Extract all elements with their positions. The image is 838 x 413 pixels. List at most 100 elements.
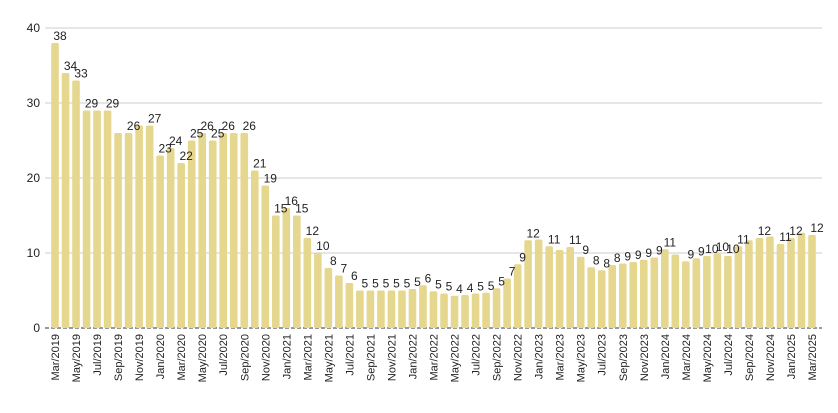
bar <box>219 133 228 328</box>
data-label: 19 <box>264 172 278 186</box>
x-tick-label: Jan/2023 <box>534 334 546 379</box>
data-label: 21 <box>253 157 267 171</box>
bar <box>124 133 133 328</box>
bar <box>282 208 291 328</box>
data-label: 25 <box>211 127 225 141</box>
data-label: 7 <box>509 265 516 279</box>
bar <box>366 290 375 328</box>
bar <box>82 110 91 328</box>
bar <box>503 278 511 328</box>
bar <box>419 285 427 328</box>
bar <box>450 295 459 328</box>
data-label: 5 <box>383 277 390 291</box>
data-label: 27 <box>148 112 162 126</box>
bar <box>797 232 806 328</box>
data-label: 12 <box>758 224 772 238</box>
data-label: 11 <box>569 233 582 247</box>
bar <box>345 283 354 328</box>
data-label: 12 <box>306 224 320 238</box>
data-label: 38 <box>53 29 67 43</box>
data-label: 34 <box>64 59 78 73</box>
bar <box>177 163 185 328</box>
bar <box>566 247 574 328</box>
data-label: 16 <box>285 194 299 208</box>
data-label: 9 <box>656 244 663 258</box>
data-label: 23 <box>158 142 172 156</box>
bar <box>713 253 722 328</box>
bar <box>156 155 164 328</box>
bar <box>293 215 301 328</box>
data-label: 10 <box>316 239 330 253</box>
y-tick-label: 0 <box>33 321 40 335</box>
data-label: 24 <box>169 134 183 148</box>
data-label: 6 <box>425 271 432 285</box>
bar <box>524 240 532 328</box>
y-tick-label: 20 <box>27 171 41 185</box>
data-label: 11 <box>664 235 677 249</box>
data-label: 12 <box>789 224 803 238</box>
x-tick-label: Mar/2023 <box>555 334 567 380</box>
bar <box>61 73 70 328</box>
data-label: 33 <box>74 67 88 81</box>
bar <box>166 148 175 328</box>
bar <box>639 259 648 328</box>
x-tick-label: Sep/2022 <box>492 334 504 381</box>
x-tick-label: Mar/2022 <box>429 334 441 380</box>
bar <box>776 244 785 328</box>
x-tick-label: May/2022 <box>450 334 462 382</box>
bar <box>650 257 659 328</box>
x-tick-label: Jan/2022 <box>407 334 419 379</box>
bar <box>250 170 259 328</box>
x-tick-label: Jul/2021 <box>344 334 356 376</box>
y-tick-label: 30 <box>27 96 41 110</box>
bar <box>597 270 606 328</box>
x-axis: Mar/2019 May/2019 Jul/2019 Sep/2019 Nov/2019… <box>50 334 819 382</box>
bar <box>671 254 680 328</box>
data-label: 10 <box>705 242 719 256</box>
bar <box>229 133 238 328</box>
x-tick-label: Nov/2019 <box>134 334 146 381</box>
bar <box>682 261 690 328</box>
bar <box>724 256 732 328</box>
data-label: 9 <box>624 250 631 264</box>
bar <box>587 267 596 328</box>
bar <box>534 239 543 328</box>
bar <box>187 140 196 328</box>
x-tick-label: Jul/2019 <box>92 334 104 376</box>
x-tick-label: May/2019 <box>71 334 83 382</box>
bar <box>51 43 59 328</box>
x-tick-label: Nov/2024 <box>765 334 777 381</box>
bar <box>103 110 112 328</box>
data-label: 5 <box>488 279 495 293</box>
bar <box>408 289 417 328</box>
x-tick-label: Jan/2020 <box>155 334 167 379</box>
bar <box>440 293 448 328</box>
data-label: 4 <box>456 282 463 296</box>
bar <box>618 263 627 328</box>
bar <box>692 258 701 328</box>
x-tick-label: Mar/2024 <box>681 334 693 380</box>
bar <box>335 275 343 328</box>
bar <box>745 240 753 328</box>
bar <box>492 288 501 328</box>
data-label: 9 <box>635 248 642 262</box>
bar <box>734 246 743 328</box>
data-label: 5 <box>362 277 369 291</box>
x-tick-label: Jan/2024 <box>660 334 672 379</box>
x-tick-label: May/2024 <box>702 334 714 382</box>
y-tick-label: 10 <box>27 246 41 260</box>
x-tick-label: Mar/2020 <box>176 334 188 380</box>
bar <box>324 268 333 328</box>
x-tick-label: Jul/2024 <box>723 334 735 376</box>
x-tick-label: May/2021 <box>323 334 335 382</box>
bar <box>471 293 480 328</box>
data-label: 26 <box>201 119 215 133</box>
y-axis: 0 10 20 30 40 <box>27 21 41 335</box>
data-label: 11 <box>737 232 750 246</box>
data-label: 15 <box>274 202 288 216</box>
x-tick-label: Sep/2021 <box>365 334 377 381</box>
x-tick-label: Jan/2025 <box>786 334 798 379</box>
data-label: 6 <box>351 269 358 283</box>
bar <box>303 238 312 328</box>
